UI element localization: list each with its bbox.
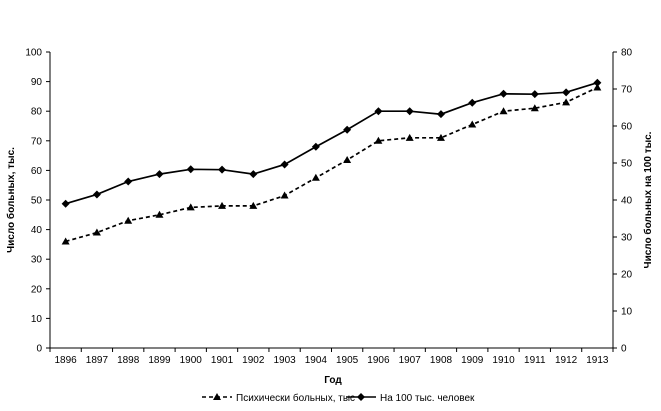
y-right-tick-label: 70: [621, 85, 633, 96]
series-0-point: [530, 104, 539, 112]
series-1-point: [593, 78, 602, 87]
series-1-point: [468, 98, 477, 107]
x-tick-label: 1900: [180, 355, 203, 366]
y-right-tick-label: 80: [621, 48, 633, 59]
x-axis-title: Год: [324, 375, 342, 386]
series-1-point: [218, 165, 227, 174]
series-1-point: [61, 199, 70, 208]
legend-marker-triangle: [213, 393, 221, 400]
x-tick-label: 1905: [336, 355, 359, 366]
y-left-tick-label: 0: [36, 344, 42, 355]
x-tick-label: 1903: [273, 355, 296, 366]
series-0-point: [405, 133, 414, 141]
x-tick-label: 1904: [305, 355, 328, 366]
series-0-point: [593, 83, 602, 91]
y-right-tick-label: 30: [621, 233, 633, 244]
legend-marker-diamond: [357, 393, 365, 401]
series-1-point: [92, 190, 101, 199]
y-left-tick-label: 80: [31, 107, 43, 118]
y-left-tick-label: 70: [31, 136, 43, 147]
y-left-tick-label: 30: [31, 255, 43, 266]
x-tick-label: 1902: [242, 355, 265, 366]
y-right-tick-label: 60: [621, 122, 633, 133]
series-0-point: [124, 216, 133, 224]
x-tick-label: 1898: [117, 355, 140, 366]
y-right-tick-label: 40: [621, 196, 633, 207]
series-0-point: [436, 133, 445, 141]
series-1-point: [124, 177, 133, 186]
x-tick-label: 1897: [86, 355, 109, 366]
legend: Психически больных, тыс На 100 тыс. чело…: [202, 392, 475, 404]
series-1-point: [186, 165, 195, 174]
series-1-point: [311, 142, 320, 151]
series-1-point: [280, 160, 289, 169]
series-0-point: [374, 136, 383, 144]
series-0-point: [249, 201, 258, 209]
series-0-point: [186, 203, 195, 211]
series-line-0: [65, 86, 598, 243]
series-1-point: [436, 110, 445, 119]
y-left-tick-label: 60: [31, 166, 43, 177]
series-1-point: [499, 89, 508, 98]
series-1-point: [374, 107, 383, 116]
x-tick-label: 1896: [55, 355, 78, 366]
y-right-tick-label: 20: [621, 270, 633, 281]
y-right-tick-label: 50: [621, 159, 633, 170]
y-left-tick-label: 100: [25, 48, 42, 59]
x-tick-label: 1899: [148, 355, 171, 366]
series-0-point: [311, 173, 320, 181]
legend-label-per100k: На 100 тыс. человек: [380, 393, 475, 404]
y-left-tick-label: 20: [31, 284, 43, 295]
series-1-point: [562, 88, 571, 97]
series-0-point: [92, 228, 101, 236]
x-tick-label: 1912: [555, 355, 578, 366]
series-0-point: [562, 98, 571, 106]
y-right-tick-label: 10: [621, 307, 633, 318]
y-left-tick-label: 40: [31, 225, 43, 236]
series-0-point: [468, 120, 477, 128]
series-1-point: [249, 170, 258, 179]
x-tick-label: 1907: [399, 355, 422, 366]
x-tick-label: 1913: [586, 355, 609, 366]
series-0-point: [499, 107, 508, 115]
series-0-point: [280, 191, 289, 199]
x-tick-label: 1908: [430, 355, 453, 366]
series-0-point: [61, 237, 70, 245]
x-tick-label: 1911: [524, 355, 546, 366]
y-axis-right-title: Число больных на 100 тыс.: [642, 131, 654, 268]
x-tick-label: 1910: [492, 355, 515, 366]
legend-label-psych: Психически больных, тыс: [236, 392, 355, 404]
x-tick-label: 1901: [211, 355, 234, 366]
y-axis-left-title: Число больных, тыс.: [5, 147, 17, 253]
x-tick-label: 1909: [461, 355, 484, 366]
x-tick-label: 1906: [367, 355, 390, 366]
plot-area: 0 10 20 30 40 50 60 70 80 90 100 0 10 20 30 40 50 60 70 80 1…: [25, 48, 632, 367]
series-1-point: [405, 107, 414, 116]
series-0-point: [155, 210, 164, 218]
series-1-point: [343, 125, 352, 134]
y-left-tick-label: 90: [31, 77, 43, 88]
y-right-tick-label: 0: [621, 344, 627, 355]
y-left-tick-label: 10: [31, 314, 43, 325]
series-line-1: [65, 81, 598, 205]
y-left-tick-label: 50: [31, 196, 43, 207]
series-0-point: [343, 156, 352, 164]
series-1-point: [155, 170, 164, 179]
series-0-point: [218, 201, 227, 209]
series-1-point: [530, 90, 539, 99]
